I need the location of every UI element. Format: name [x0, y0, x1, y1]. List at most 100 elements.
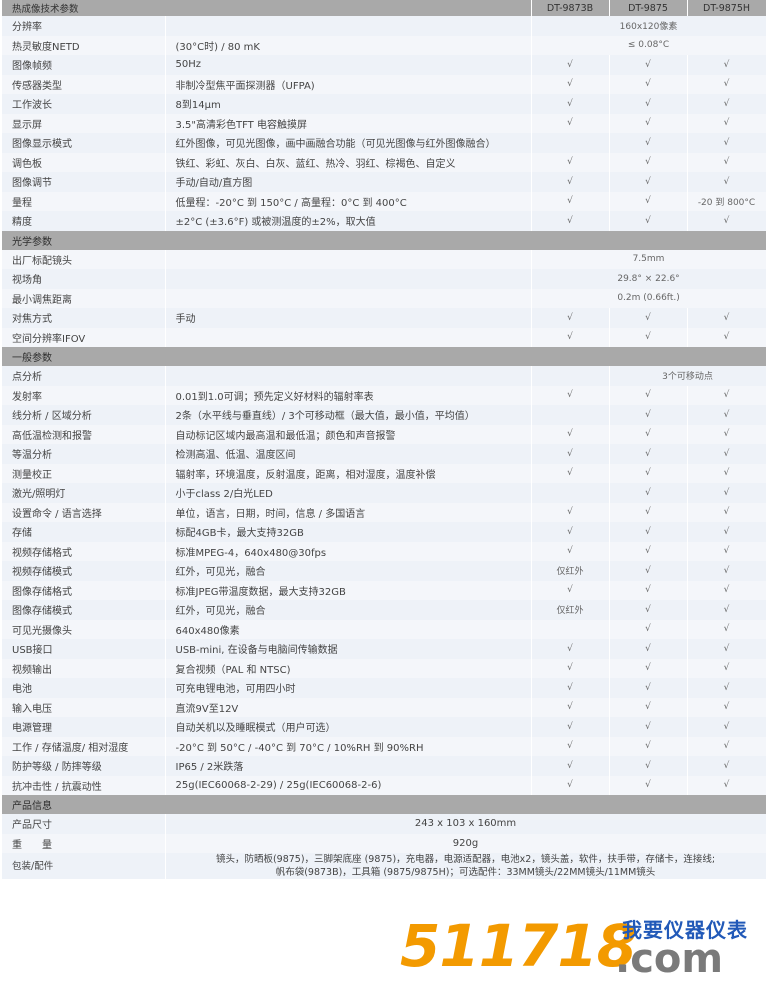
- row-value: 920g: [165, 833, 767, 853]
- table-row: 空间分辨率IFOV √ √ √: [2, 327, 767, 347]
- row-description: 3.5"高清彩色TFT 电容触摸屏: [165, 113, 532, 133]
- model-header: DT-9873B: [530, 0, 610, 16]
- row-label: 发射率: [2, 385, 166, 405]
- model-value: √: [608, 678, 688, 698]
- model-value: [530, 133, 610, 153]
- row-label: 出厂标配镜头: [2, 249, 166, 269]
- table-row: 重 量 920g: [2, 833, 767, 853]
- model-value: √: [530, 658, 610, 678]
- table-row: 显示屏 3.5"高清彩色TFT 电容触摸屏 √ √ √: [2, 113, 767, 133]
- model-value: √: [686, 541, 767, 561]
- row-label: 高低温检测和报警: [2, 424, 166, 444]
- row-label: 设置命令 / 语言选择: [2, 502, 166, 522]
- table-row: 视频存储格式 标准MPEG-4，640x480@30fps √ √ √: [2, 541, 767, 561]
- model-value: √: [608, 775, 688, 795]
- watermark-logo: 511718 我要仪器仪表 .com: [400, 912, 769, 982]
- model-value: √: [686, 133, 767, 153]
- model-value: √: [608, 658, 688, 678]
- model-value: √: [608, 74, 688, 94]
- row-description: 50Hz: [165, 55, 532, 75]
- section-title: 光学参数: [2, 230, 767, 250]
- model-value: √: [686, 678, 767, 698]
- model-value: √: [686, 736, 767, 756]
- row-description: [165, 366, 532, 386]
- model-value: √: [608, 736, 688, 756]
- shared-value: ≤ 0.08°C: [530, 35, 767, 55]
- model-value: √: [686, 561, 767, 581]
- row-description: -20°C 到 50°C / -40°C 到 70°C / 10%RH 到 90…: [165, 736, 532, 756]
- model-header: DT-9875: [608, 0, 688, 16]
- model-value: √: [530, 736, 610, 756]
- model-value: √: [608, 327, 688, 347]
- row-description: 低量程：-20°C 到 150°C / 高量程：0°C 到 400°C: [165, 191, 532, 211]
- row-description: [165, 327, 532, 347]
- table-row: 图像显示模式 红外图像，可见光图像，画中画融合功能（可见光图像与红外图像融合） √ √: [2, 133, 767, 153]
- row-description: 非制冷型焦平面探测器（UFPA): [165, 74, 532, 94]
- row-label: 最小调焦距离: [2, 288, 166, 308]
- model-value: √: [530, 327, 610, 347]
- model-value: √: [686, 639, 767, 659]
- table-row: 输入电压 直流9V至12V √ √ √: [2, 697, 767, 717]
- model-value: √: [530, 775, 610, 795]
- table-row: 包装/配件 镜头，防晒板(9875)，三脚架底座 (9875)，充电器，电源适配器…: [2, 853, 767, 879]
- row-label: 存储: [2, 522, 166, 542]
- model-value: √: [530, 756, 610, 776]
- table-row: 产品尺寸 243 x 103 x 160mm: [2, 814, 767, 834]
- table-row: 视频输出 复合视频（PAL 和 NTSC) √ √ √: [2, 658, 767, 678]
- model-value: √: [608, 211, 688, 231]
- row-description: 8到14μm: [165, 94, 532, 114]
- table-row: 出厂标配镜头 7.5mm: [2, 249, 767, 269]
- model-value: √: [608, 55, 688, 75]
- row-description: 辐射率，环境温度，反射温度，距离，相对湿度，温度补偿: [165, 463, 532, 483]
- model-value: √: [530, 580, 610, 600]
- row-label: 分辨率: [2, 16, 166, 36]
- model-value: √: [686, 444, 767, 464]
- shared-value: 7.5mm: [530, 249, 767, 269]
- model-value: √: [608, 697, 688, 717]
- value-line: 920g: [452, 837, 479, 849]
- row-description: 0.01到1.0可调；预先定义好材料的辐射率表: [165, 385, 532, 405]
- value-line: 243 x 103 x 160mm: [414, 818, 517, 830]
- table-row: 线分析 / 区域分析 2条（水平线与垂直线）/ 3个可移动框（最大值，最小值，平均…: [2, 405, 767, 425]
- model-value: √: [608, 172, 688, 192]
- model-value: √: [686, 619, 767, 639]
- model-value: √: [686, 74, 767, 94]
- shared-value: 0.2m (0.66ft.): [530, 288, 767, 308]
- logo-site-name: 我要仪器仪表: [622, 918, 748, 942]
- row-description: 自动标记区域内最高温和最低温；颜色和声音报警: [165, 424, 532, 444]
- row-description: 640x480像素: [165, 619, 532, 639]
- model-value: -20 到 800°C: [686, 191, 767, 211]
- model-value: √: [686, 522, 767, 542]
- table-row: 点分析 3个可移动点: [2, 366, 767, 386]
- row-label: USB接口: [2, 639, 166, 659]
- table-row: 精度 ±2°C (±3.6°F) 或被测温度的±2%，取大值 √ √ √: [2, 211, 767, 231]
- model-value: √: [530, 502, 610, 522]
- row-label: 图像调节: [2, 172, 166, 192]
- row-label: 对焦方式: [2, 308, 166, 328]
- row-label: 显示屏: [2, 113, 166, 133]
- table-row: 激光/照明灯 小于class 2/白光LED √ √: [2, 483, 767, 503]
- table-row: 等温分析 检测高温、低温、温度区间 √ √ √: [2, 444, 767, 464]
- model-value: 仅红外: [530, 561, 610, 581]
- table-row: 抗冲击性 / 抗震动性 25g(IEC60068-2-29) / 25g(IEC6…: [2, 775, 767, 795]
- model-value: √: [530, 152, 610, 172]
- table-row: 图像存储模式 红外，可见光，融合 仅红外 √ √: [2, 600, 767, 620]
- row-description: 2条（水平线与垂直线）/ 3个可移动框（最大值，最小值，平均值）: [165, 405, 532, 425]
- table-row: 测量校正 辐射率，环境温度，反射温度，距离，相对湿度，温度补偿 √ √ √: [2, 463, 767, 483]
- model-value: [530, 366, 610, 386]
- value-line: 帆布袋(9873B)，工具箱 (9875/9875H)；可选配件：33MM镜头/…: [275, 867, 656, 878]
- row-label: 工作波长: [2, 94, 166, 114]
- model-value: √: [530, 463, 610, 483]
- model-value: √: [608, 717, 688, 737]
- row-label: 图像显示模式: [2, 133, 166, 153]
- model-value: √: [530, 113, 610, 133]
- model-value: √: [608, 502, 688, 522]
- row-label: 空间分辨率IFOV: [2, 327, 166, 347]
- row-description: 铁红、彩虹、灰白、白灰、蓝红、热冷、羽红、棕褐色、自定义: [165, 152, 532, 172]
- table-row: 工作 / 存储温度/ 相对湿度 -20°C 到 50°C / -40°C 到 70…: [2, 736, 767, 756]
- row-label: 视场角: [2, 269, 166, 289]
- row-description: 检测高温、低温、温度区间: [165, 444, 532, 464]
- model-value: √: [686, 600, 767, 620]
- table-row: 热灵敏度NETD (30°C时) / 80 mK ≤ 0.08°C: [2, 35, 767, 55]
- model-value: √: [608, 600, 688, 620]
